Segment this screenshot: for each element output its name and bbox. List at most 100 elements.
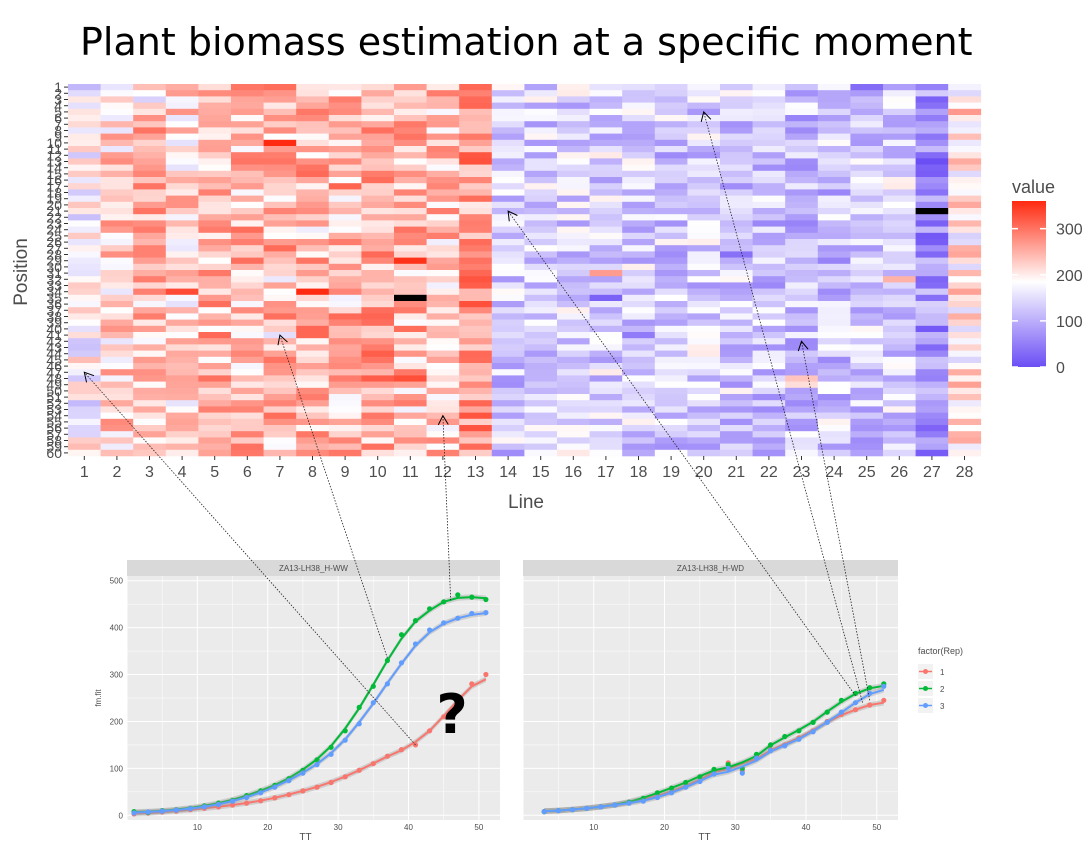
heatmap-cell (296, 121, 330, 128)
heatmap-cell (850, 363, 884, 370)
heatmap-cell (817, 177, 851, 184)
heatmap-cell (752, 418, 786, 426)
heatmap-cell (328, 338, 362, 345)
heatmap-cell (948, 375, 982, 382)
heatmap-cell (198, 214, 232, 221)
heatmap-x-tick-label: 13 (467, 464, 485, 481)
heatmap-cell (491, 183, 525, 190)
heatmap-cell (622, 406, 656, 413)
heatmap-cell (524, 350, 558, 358)
heatmap-y-tick-label: 49 (46, 377, 62, 393)
heatmap-cell (165, 369, 199, 376)
heatmap-cell (915, 381, 949, 389)
series-1-point (867, 702, 873, 708)
heatmap-y-tick-label: 45 (46, 352, 62, 368)
heatmap-cell (426, 121, 460, 128)
heatmap-cell (133, 288, 167, 296)
heatmap-cell (231, 127, 264, 134)
heatmap-cell (133, 177, 167, 184)
heatmap-cell (133, 282, 167, 289)
heatmap-cell (752, 226, 786, 234)
heatmap-cell (948, 387, 982, 395)
heatmap-y-tick-label: 21 (46, 203, 62, 219)
heatmap-cell (100, 325, 134, 333)
heatmap-cell (231, 387, 264, 395)
heatmap-cell (394, 400, 427, 407)
heatmap-cell (296, 288, 330, 296)
heatmap-cell (883, 239, 916, 246)
heatmap-cell (524, 301, 558, 308)
heatmap-cell (459, 84, 493, 91)
heatmap-cell (133, 301, 167, 308)
heatmap-cell (622, 220, 656, 227)
heatmap-cell (720, 307, 753, 314)
heatmap-cell (198, 102, 232, 110)
heatmap-cell (948, 319, 982, 327)
heatmap-cell (459, 437, 493, 444)
heatmap-cell (883, 406, 916, 413)
heatmap-cell (394, 84, 427, 91)
heatmap-cell (296, 152, 330, 159)
heatmap-cell (263, 394, 297, 401)
heatmap-cell (557, 375, 590, 382)
heatmap-cell (654, 406, 688, 413)
heatmap-cell (165, 313, 199, 320)
heatmap-cell (426, 381, 460, 389)
heatmap-cell (68, 164, 101, 172)
heatmap-cell (165, 394, 199, 401)
heatmap-cell (915, 363, 949, 370)
heatmap-cell (133, 449, 167, 457)
heatmap-cell (817, 301, 851, 308)
heatmap-cell (752, 189, 786, 196)
panel-x-tick-label: 20 (660, 823, 669, 832)
heatmap-cell (296, 400, 330, 407)
heatmap-cell (361, 239, 395, 246)
heatmap-cell (785, 152, 819, 159)
heatmap-cell (263, 313, 297, 320)
series-2-point (753, 751, 760, 757)
heatmap-cell (296, 301, 330, 308)
heatmap-cell (361, 307, 395, 314)
heatmap-cell (817, 363, 851, 370)
heatmap-cell (622, 375, 656, 382)
heatmap-cell (100, 121, 134, 128)
series-3-point (569, 807, 576, 813)
heatmap-y-tick-label: 55 (46, 414, 62, 430)
heatmap-cell (915, 375, 949, 382)
heatmap-cell (263, 121, 297, 128)
heatmap-cell (622, 325, 656, 333)
heatmap-cell (524, 282, 558, 289)
heatmap-cell (883, 288, 916, 296)
heatmap-cell (165, 220, 199, 227)
heatmap-cell (622, 214, 656, 221)
heatmap-y-tick-label: 23 (46, 216, 62, 232)
heatmap-cell (68, 189, 101, 196)
heatmap-cell (850, 387, 884, 395)
heatmap-cell (524, 239, 558, 246)
heatmap-cell (817, 90, 851, 97)
heatmap-cell (459, 115, 493, 122)
heatmap-cell (100, 350, 134, 358)
heatmap-y-tick-label: 37 (46, 302, 62, 318)
heatmap-cell (394, 425, 427, 432)
heatmap-cell (557, 301, 590, 308)
heatmap-cell (524, 387, 558, 395)
heatmap-cell (231, 301, 264, 308)
heatmap-cell (426, 146, 460, 153)
heatmap-cell (361, 387, 395, 395)
heatmap-cell (231, 115, 264, 122)
heatmap-cell (426, 214, 460, 221)
heatmap-cell (361, 195, 395, 203)
heatmap-cell (491, 381, 525, 389)
heatmap-cell (720, 208, 753, 215)
heatmap-cell (459, 313, 493, 320)
heatmap-cell (198, 425, 232, 432)
heatmap-cell (459, 387, 493, 395)
series-2-point (782, 733, 788, 740)
heatmap-cell (459, 307, 493, 314)
heatmap-cell (817, 288, 851, 296)
heatmap-cell (459, 226, 493, 234)
heatmap-cell (817, 170, 851, 178)
heatmap-cell (459, 170, 493, 178)
heatmap-cell (263, 288, 297, 296)
